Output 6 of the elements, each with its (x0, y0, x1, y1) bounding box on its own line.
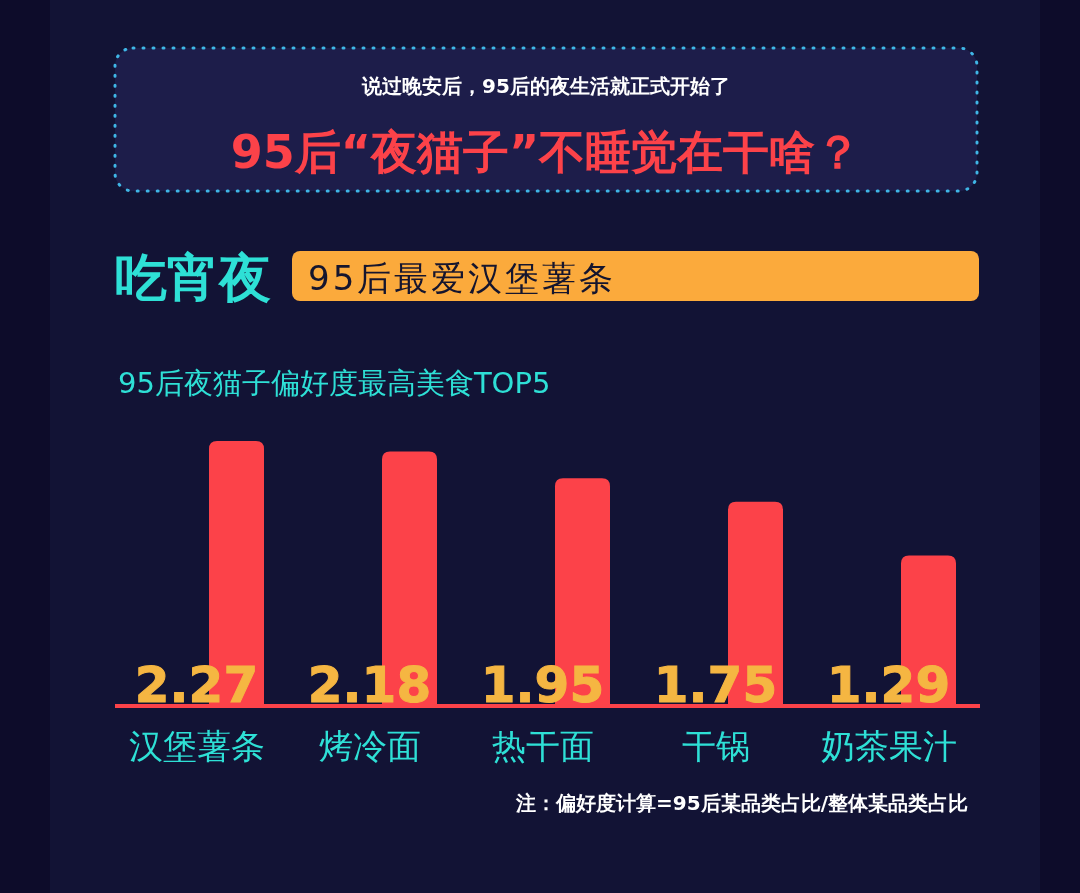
annotation: 95后最爱汉堡薯条 (308, 258, 617, 298)
annotation: 吃宵夜 (115, 248, 271, 308)
subtitle: 说过晚安后，95后的夜生活就正式开始了 (362, 74, 730, 98)
annotation: 注：偏好度计算=95后某品类占比/整体某品类占比 (516, 791, 968, 815)
title: 95后“夜猫子”不睡觉在干啥？ (230, 125, 862, 179)
annotation: 95后夜猫子偏好度最高美食TOP5 (118, 366, 551, 400)
